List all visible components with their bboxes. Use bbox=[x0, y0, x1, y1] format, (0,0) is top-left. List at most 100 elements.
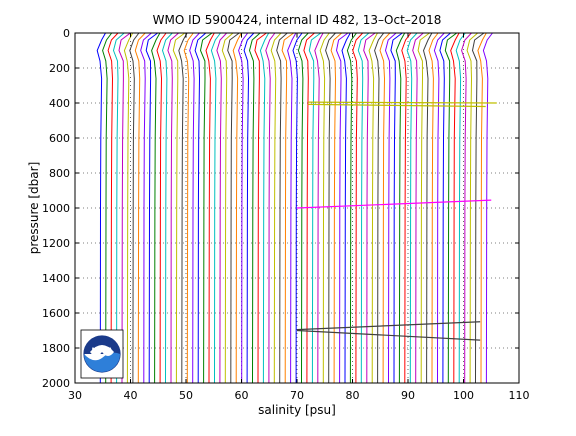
x-tick-label: 60 bbox=[235, 389, 249, 402]
profile-line bbox=[401, 32, 412, 384]
x-tick-label: 70 bbox=[290, 389, 304, 402]
profile-line bbox=[238, 32, 249, 384]
profile-line bbox=[112, 32, 125, 384]
profile-line bbox=[297, 32, 309, 384]
chart-title: WMO ID 5900424, internal ID 482, 13–Oct–… bbox=[153, 13, 442, 27]
profile-line bbox=[357, 32, 370, 384]
profile-line bbox=[281, 32, 294, 384]
y-tick-label: 1800 bbox=[42, 342, 70, 355]
profile-line bbox=[395, 32, 406, 384]
profile-line bbox=[439, 32, 451, 384]
profile-line bbox=[123, 32, 134, 384]
profile-line bbox=[221, 32, 234, 384]
highlight-segment bbox=[296, 329, 481, 341]
y-tick-label: 1400 bbox=[42, 272, 70, 285]
profile-line bbox=[455, 32, 466, 384]
profile-line bbox=[178, 32, 188, 384]
profile-line bbox=[363, 32, 376, 384]
profile-line bbox=[303, 32, 315, 384]
highlight-segment bbox=[308, 103, 486, 108]
profile-line bbox=[292, 32, 303, 384]
profile-line bbox=[466, 32, 479, 384]
x-axis-label: salinity [psu] bbox=[258, 403, 336, 417]
profile-line bbox=[140, 32, 152, 384]
profile-line bbox=[265, 32, 276, 384]
profile-line bbox=[406, 32, 418, 384]
profile-line bbox=[417, 32, 430, 384]
profile-line bbox=[254, 32, 267, 384]
y-tick-label: 800 bbox=[49, 167, 70, 180]
profile-line bbox=[145, 32, 158, 384]
x-tick-label: 50 bbox=[179, 389, 193, 402]
profile-line bbox=[384, 32, 397, 384]
profile-line bbox=[308, 32, 322, 384]
profile-line bbox=[243, 32, 255, 384]
profile-line bbox=[161, 32, 173, 384]
axis-ticks: 30 40 50 60 70 80 90 100 110 0 200 400 600 800 1000 120… bbox=[42, 27, 530, 402]
profile-line bbox=[107, 32, 119, 384]
profile-line bbox=[471, 32, 485, 384]
profile-line bbox=[461, 32, 472, 384]
profile-line bbox=[134, 32, 146, 384]
profiles bbox=[96, 32, 493, 384]
profile-line bbox=[335, 32, 349, 384]
profile-line bbox=[156, 32, 167, 384]
x-tick-label: 80 bbox=[346, 389, 360, 402]
profile-line bbox=[151, 32, 161, 384]
profile-line bbox=[129, 32, 140, 384]
x-tick-label: 40 bbox=[124, 389, 138, 402]
profile-line bbox=[118, 32, 131, 384]
y-tick-label: 600 bbox=[49, 132, 70, 145]
profile-line bbox=[183, 32, 194, 384]
highlight-segment bbox=[308, 101, 497, 104]
highlight-segment bbox=[296, 199, 492, 209]
noaa-logo: NOAA bbox=[80, 329, 124, 379]
profile-line bbox=[167, 32, 179, 384]
profile-line bbox=[428, 32, 439, 384]
y-tick-label: 400 bbox=[49, 97, 70, 110]
profile-line bbox=[346, 32, 357, 384]
profile-line bbox=[482, 32, 493, 384]
profile-line bbox=[374, 32, 385, 384]
profile-line bbox=[194, 32, 207, 384]
profile-line bbox=[259, 32, 270, 384]
highlight-segments bbox=[296, 101, 497, 341]
profile-line bbox=[199, 32, 213, 384]
profile-line bbox=[341, 32, 351, 384]
profile-line bbox=[325, 32, 336, 384]
x-tick-label: 100 bbox=[453, 389, 474, 402]
profile-line bbox=[205, 32, 215, 384]
profile-line bbox=[172, 32, 186, 384]
profile-line bbox=[422, 32, 433, 384]
profile-line bbox=[412, 32, 424, 384]
profile-line bbox=[96, 32, 106, 384]
profile-line bbox=[276, 32, 288, 384]
noaa-logo-text: NOAA bbox=[92, 346, 113, 354]
profile-line bbox=[189, 32, 200, 384]
x-tick-label: 110 bbox=[509, 389, 530, 402]
profile-line bbox=[450, 32, 460, 384]
profile-line bbox=[232, 32, 242, 384]
profile-line bbox=[477, 32, 487, 384]
highlight-segment bbox=[296, 321, 481, 331]
y-axis-label: pressure [dbar] bbox=[27, 162, 41, 255]
profile-line bbox=[433, 32, 445, 384]
profile-line bbox=[102, 32, 113, 384]
profile-line bbox=[352, 32, 364, 384]
profile-line bbox=[216, 32, 228, 384]
y-tick-label: 1000 bbox=[42, 202, 70, 215]
profile-line bbox=[390, 32, 403, 384]
profile-line bbox=[379, 32, 391, 384]
y-tick-label: 1200 bbox=[42, 237, 70, 250]
profile-line bbox=[368, 32, 378, 384]
x-tick-label: 30 bbox=[68, 389, 82, 402]
x-tick-label: 90 bbox=[401, 389, 415, 402]
profile-line bbox=[287, 32, 297, 384]
profile-line bbox=[227, 32, 240, 384]
profile-line bbox=[444, 32, 458, 384]
profile-line bbox=[210, 32, 221, 384]
profile-line bbox=[270, 32, 282, 384]
profile-line bbox=[330, 32, 343, 384]
